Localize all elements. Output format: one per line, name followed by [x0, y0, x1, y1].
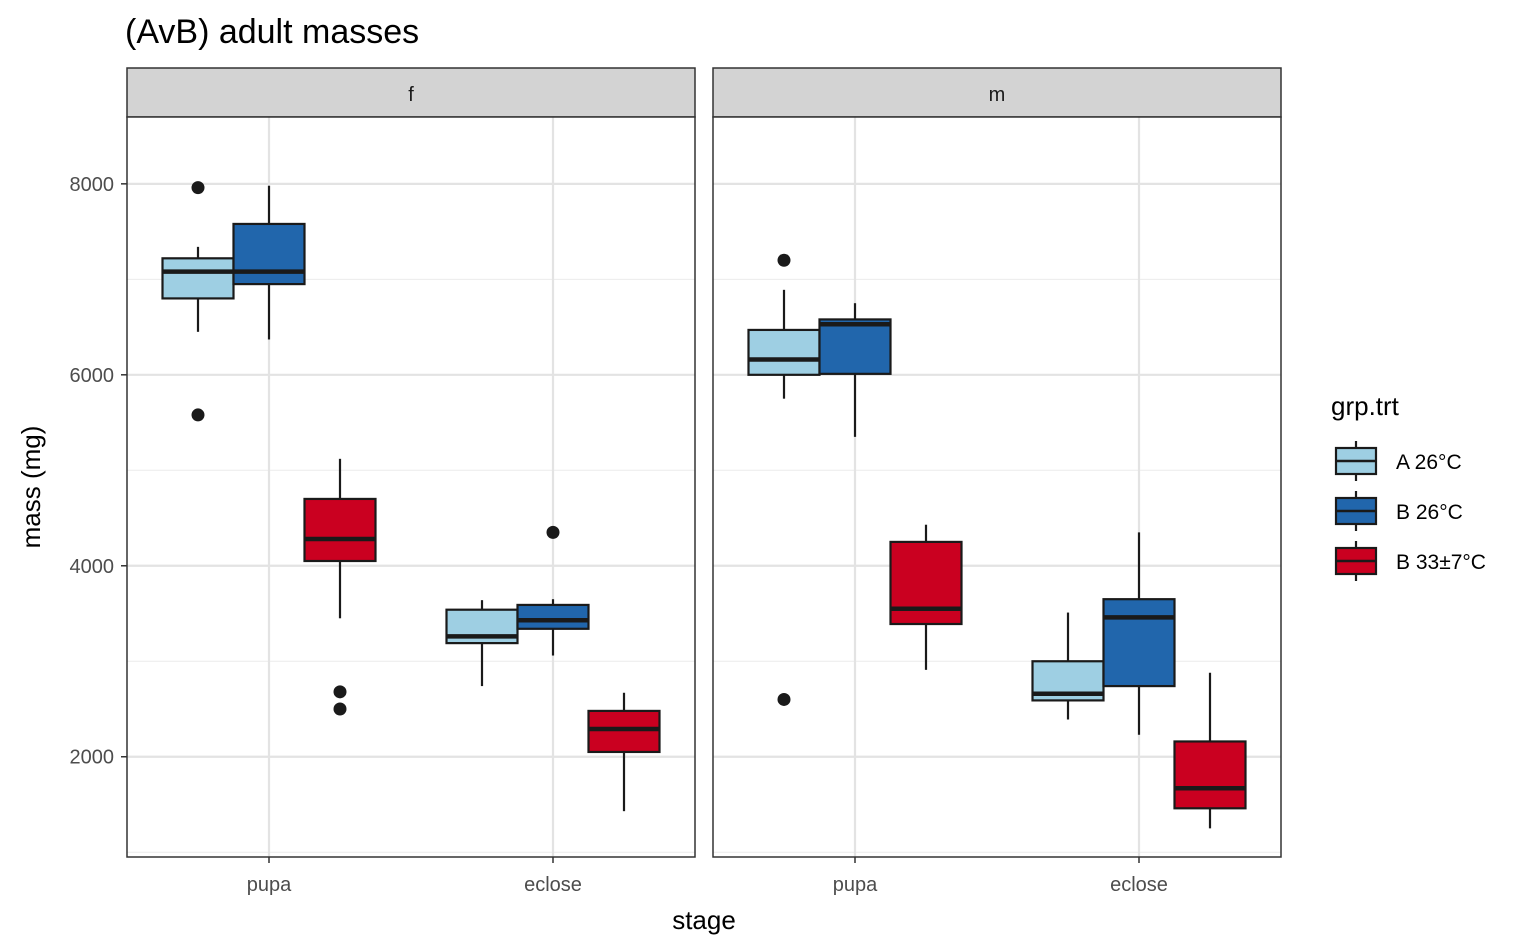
legend-title: grp.trt — [1331, 391, 1400, 421]
outlier-point — [333, 702, 347, 716]
box-eclose-1 — [516, 525, 590, 656]
panel-border — [126, 116, 696, 858]
outlier-point — [777, 253, 791, 267]
box-eclose-0 — [1031, 612, 1105, 720]
facet-panel-f: f pupa eclose — [126, 67, 696, 896]
y-axis: 2000 4000 6000 8000 — [70, 174, 127, 769]
legend: grp.trt A 26°C B 26°C B 33±7°C — [1331, 391, 1486, 581]
box-pupa-0 — [747, 253, 821, 706]
facet-strip — [126, 67, 696, 118]
box-iqr — [161, 257, 235, 300]
x-axis-title: stage — [672, 905, 736, 935]
chart-title: (AvB) adult masses — [125, 13, 419, 51]
panel-background — [713, 117, 1281, 857]
box-pupa-2 — [889, 524, 963, 670]
outlier-point — [546, 525, 560, 539]
box-iqr — [587, 709, 661, 754]
box-iqr — [303, 497, 377, 563]
outlier-point — [333, 685, 347, 699]
facet-panels: f pupa eclose m pupa eclose — [126, 67, 1282, 896]
facet-strip-label: f — [408, 84, 414, 106]
box-iqr — [818, 318, 892, 375]
legend-item: B 26°C — [1334, 491, 1463, 531]
legend-item: B 33±7°C — [1334, 541, 1486, 581]
box-eclose-2 — [1173, 672, 1247, 829]
panel-border — [712, 116, 1282, 858]
box-iqr — [516, 603, 590, 630]
box-iqr — [1102, 598, 1176, 688]
outlier-point — [191, 181, 205, 195]
y-tick-label: 8000 — [70, 174, 115, 196]
x-tick-label: pupa — [833, 874, 878, 896]
box-iqr — [747, 328, 821, 376]
box-pupa-1 — [232, 185, 306, 340]
box-eclose-2 — [587, 692, 661, 812]
box-pupa-2 — [303, 458, 377, 716]
box-eclose-1 — [1102, 532, 1176, 735]
box-iqr — [889, 540, 963, 626]
legend-label: B 33±7°C — [1396, 551, 1486, 574]
y-axis-title: mass (mg) — [16, 426, 46, 549]
legend-label: A 26°C — [1396, 451, 1462, 474]
x-tick-label: eclose — [524, 874, 582, 896]
facet-strip-label: m — [989, 84, 1006, 106]
legend-label: B 26°C — [1396, 501, 1463, 524]
y-tick-label: 4000 — [70, 556, 115, 578]
box-iqr — [1173, 740, 1247, 810]
outlier-point — [777, 692, 791, 706]
box-pupa-1 — [818, 303, 892, 437]
y-tick-label: 6000 — [70, 365, 115, 387]
legend-item: A 26°C — [1334, 441, 1462, 481]
y-tick-label: 2000 — [70, 747, 115, 769]
x-tick-label: pupa — [247, 874, 292, 896]
facet-strip — [712, 67, 1282, 118]
box-iqr — [232, 222, 306, 286]
outlier-point — [191, 408, 205, 422]
box-eclose-0 — [445, 600, 519, 687]
x-tick-label: eclose — [1110, 874, 1168, 896]
facet-panel-m: m pupa eclose — [712, 67, 1282, 896]
